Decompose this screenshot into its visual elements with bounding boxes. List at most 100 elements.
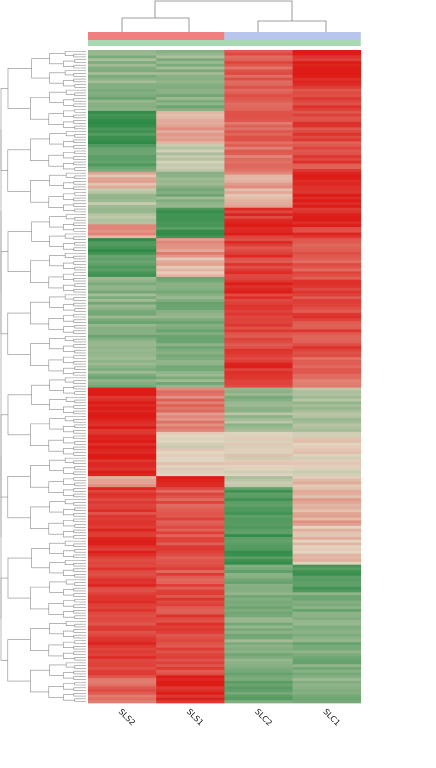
heatmap-cell xyxy=(156,636,225,640)
heatmap-cell xyxy=(224,448,293,452)
heatmap-cell xyxy=(156,318,225,322)
row-dendrogram-branch xyxy=(0,88,8,171)
heatmap-cell xyxy=(224,290,293,294)
heatmap-cell xyxy=(292,611,362,615)
heatmap-cell xyxy=(224,393,293,397)
row-dendrogram-branch xyxy=(74,399,82,404)
heatmap-cell xyxy=(292,204,362,209)
heatmap-cell xyxy=(156,611,225,615)
heatmap-cell xyxy=(292,636,362,640)
heatmap-cell xyxy=(292,110,362,114)
heatmap-cell xyxy=(224,163,293,167)
heatmap-cell xyxy=(156,520,225,524)
heatmap-cell xyxy=(292,409,362,413)
heatmap-cell xyxy=(88,445,157,449)
row-dendrogram-branch xyxy=(30,180,50,203)
heatmap-cell xyxy=(156,409,225,413)
heatmap-cell xyxy=(156,501,225,505)
heatmap-cell xyxy=(292,279,362,283)
heatmap-cell xyxy=(292,664,362,668)
heatmap-cell xyxy=(156,584,225,588)
heatmap-cell xyxy=(224,99,293,103)
row-dendrogram-branch xyxy=(74,92,82,96)
heatmap-cell xyxy=(156,202,225,206)
row-dendrogram-branch xyxy=(63,224,74,231)
row-dendrogram-branch xyxy=(73,568,81,572)
heatmap-cell xyxy=(88,340,157,344)
row-dendrogram-branch xyxy=(63,345,75,352)
column-dendrogram-branch xyxy=(257,20,327,32)
heatmap-cell xyxy=(88,227,157,231)
heatmap-cell xyxy=(88,229,157,233)
heatmap-cell xyxy=(224,473,293,477)
heatmap-cell xyxy=(156,512,225,516)
heatmap-cell xyxy=(88,631,157,635)
heatmap-cell xyxy=(224,669,293,673)
heatmap-cell xyxy=(156,697,225,701)
heatmap-cell xyxy=(224,337,293,341)
heatmap-cell xyxy=(292,655,362,660)
heatmap-cell xyxy=(224,348,293,352)
heatmap-cell xyxy=(292,108,362,112)
heatmap-cell xyxy=(292,498,362,502)
heatmap-cell xyxy=(156,268,225,272)
heatmap-cell xyxy=(156,74,225,79)
heatmap-cell xyxy=(224,700,293,704)
heatmap-cell xyxy=(224,116,293,120)
row-dendrogram-branch xyxy=(63,315,74,322)
row-dendrogram-branch xyxy=(73,410,81,415)
heatmap-cell xyxy=(224,625,293,629)
heatmap-cell xyxy=(156,689,225,693)
heatmap-cell xyxy=(292,489,362,494)
heatmap-cell xyxy=(88,406,157,411)
heatmap-cell xyxy=(88,357,157,361)
heatmap-cell xyxy=(88,459,157,463)
heatmap-cell xyxy=(88,133,157,137)
heatmap-cell xyxy=(156,534,225,538)
heatmap-cell xyxy=(156,498,225,502)
heatmap-cell xyxy=(88,94,157,98)
heatmap-cell xyxy=(224,536,293,541)
heatmap-cell xyxy=(88,523,157,527)
heatmap-cell xyxy=(224,398,293,402)
heatmap-cell xyxy=(292,207,362,211)
heatmap-cell xyxy=(88,102,157,106)
heatmap-cell xyxy=(292,116,362,120)
row-dendrogram-branch xyxy=(49,418,66,430)
heatmap-cell xyxy=(224,636,293,640)
heatmap-cell xyxy=(156,617,225,621)
heatmap-cell xyxy=(88,440,157,444)
heatmap-cell xyxy=(156,448,225,452)
heatmap-cell xyxy=(88,661,157,665)
heatmap-cell xyxy=(224,664,293,668)
row-dendrogram-branch xyxy=(74,125,82,130)
row-dendrogram-branch xyxy=(73,430,82,434)
heatmap-cell xyxy=(156,66,225,70)
heatmap-cell xyxy=(156,437,225,441)
row-dendrogram-branch xyxy=(63,630,74,637)
heatmap-cell xyxy=(156,254,225,258)
heatmap-cell xyxy=(88,642,157,646)
heatmap-cell xyxy=(292,268,362,272)
heatmap-cell xyxy=(292,429,362,433)
row-dendrogram-branch xyxy=(73,488,82,492)
heatmap-cell xyxy=(224,376,293,380)
row-dendrogram-branch xyxy=(73,493,81,498)
row-dendrogram-branch xyxy=(73,98,82,102)
row-dendrogram-branch xyxy=(73,313,82,318)
heatmap-cell xyxy=(224,157,293,162)
heatmap-cell xyxy=(224,323,293,328)
heatmap-cell xyxy=(292,520,362,524)
heatmap-cell xyxy=(292,418,362,422)
heatmap-cell xyxy=(156,121,225,126)
heatmap-cell xyxy=(224,478,293,482)
heatmap-cell xyxy=(156,429,225,433)
row-dendrogram-branch xyxy=(48,318,64,330)
heatmap-cell xyxy=(156,329,225,333)
heatmap-cell xyxy=(224,434,293,438)
heatmap-cell xyxy=(156,489,225,494)
heatmap-cell xyxy=(224,130,293,134)
heatmap-cell xyxy=(292,97,362,101)
heatmap-cell xyxy=(292,650,362,654)
